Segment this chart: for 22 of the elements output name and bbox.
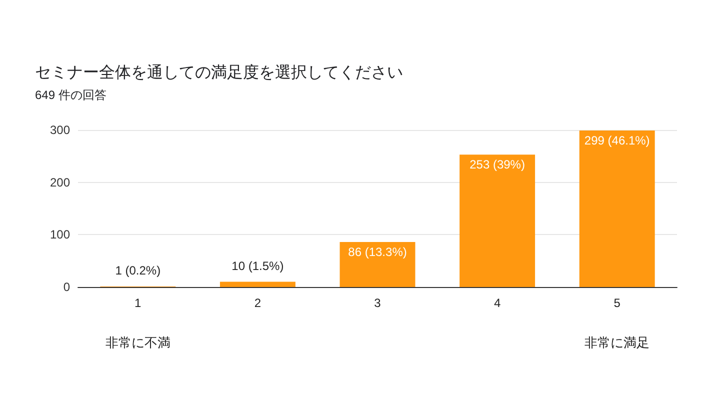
data-label: 10 (1.5%) bbox=[232, 258, 284, 273]
chart-title: セミナー全体を通しての満足度を選択してください bbox=[35, 64, 403, 82]
x-tick-label: 5 bbox=[614, 296, 621, 310]
data-label: 253 (39%) bbox=[470, 158, 525, 172]
y-tick-label: 100 bbox=[50, 228, 70, 242]
x-tick-label: 2 bbox=[254, 296, 262, 310]
bar bbox=[220, 282, 296, 287]
chart-subtitle: 649 件の回答 bbox=[35, 88, 106, 102]
y-tick-label: 0 bbox=[63, 280, 70, 294]
x-tick-label: 1 bbox=[134, 296, 142, 310]
y-tick-label: 300 bbox=[50, 123, 70, 137]
data-label: 299 (46.1%) bbox=[584, 134, 650, 148]
y-tick-label: 200 bbox=[50, 175, 70, 190]
bar bbox=[340, 242, 416, 287]
x-tick-label: 4 bbox=[494, 296, 501, 310]
data-label: 86 (13.3%) bbox=[348, 244, 407, 259]
bar bbox=[579, 130, 655, 287]
bar bbox=[460, 154, 536, 287]
text: 非常に満足 bbox=[584, 335, 650, 350]
text: 非常に不満 bbox=[105, 335, 170, 350]
data-label: 1 (0.2%) bbox=[115, 263, 161, 278]
x-tick-label: 3 bbox=[374, 296, 382, 310]
